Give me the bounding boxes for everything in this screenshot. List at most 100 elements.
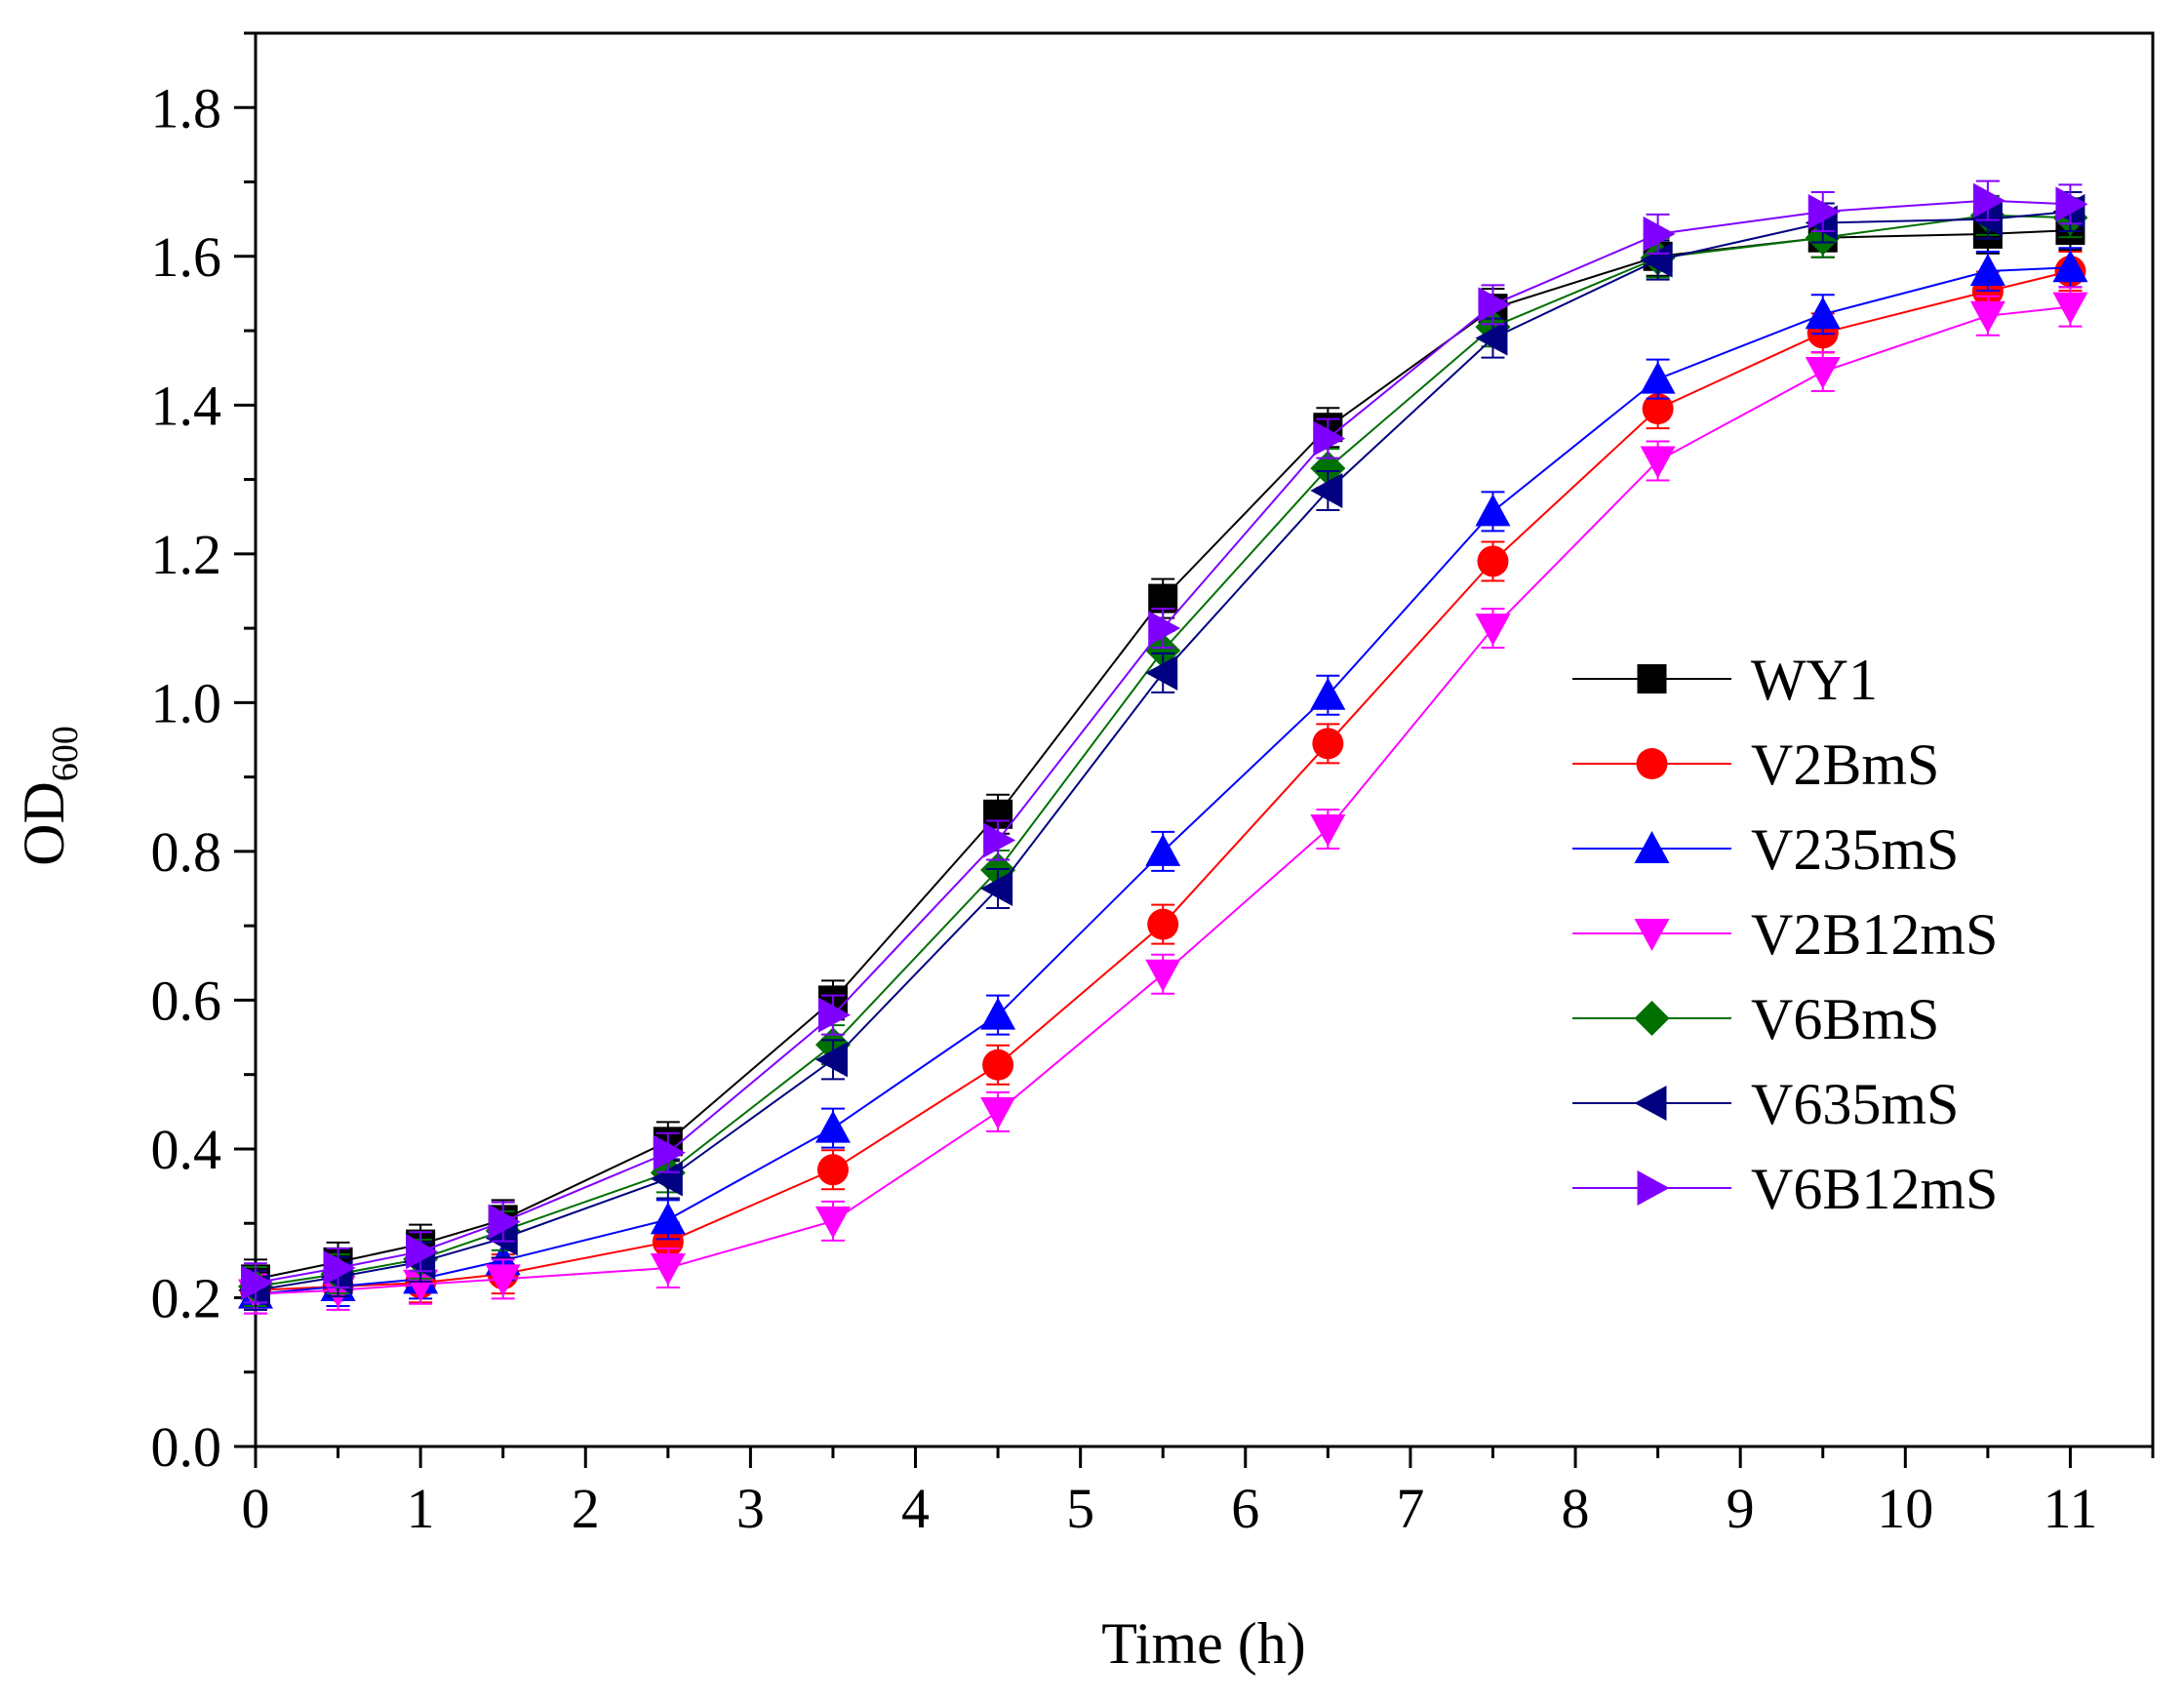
point-v2bms-9: [1477, 545, 1509, 577]
point-v635ms-9: [1475, 320, 1508, 356]
point-v235ms-9: [1475, 494, 1511, 527]
point-v235ms-7: [1145, 833, 1181, 866]
point-v2b12ms-12: [1969, 300, 2005, 334]
legend-marker-v2b12ms: [1634, 919, 1670, 951]
legend-marker-v6b12ms: [1637, 1170, 1670, 1206]
legend: WY1 V2BmS V235mS V2B12mS V6BmS V635mS V6B12mS: [1572, 648, 1998, 1221]
point-v6b12ms-5: [817, 997, 851, 1033]
x-tick-label-6: 6: [1231, 1477, 1259, 1540]
x-tick-label-10: 10: [1877, 1477, 1933, 1540]
y-tick-label-2: 0.4: [151, 1118, 222, 1181]
y-tick-label-7: 1.4: [151, 374, 222, 437]
legend-label-wy1: WY1: [1751, 648, 1878, 712]
point-v2b12ms-11: [1805, 356, 1841, 389]
x-axis-ticks: [254, 1446, 2155, 1468]
x-tick-label-1: 1: [407, 1477, 435, 1540]
point-v6b12ms-11: [1807, 194, 1841, 230]
series-layer: [238, 179, 2088, 1315]
point-v635ms-6: [980, 871, 1013, 907]
point-v2bms-7: [1147, 908, 1179, 940]
legend-marker-v6bms: [1634, 1001, 1670, 1036]
point-v2b12ms-5: [814, 1206, 851, 1239]
x-tick-label-4: 4: [901, 1477, 930, 1540]
x-tick-label-5: 5: [1066, 1477, 1094, 1540]
y-axis-tick-labels: 0.0 0.2 0.4 0.6 0.8 1.0 1.2 1.4 1.6 1.8: [151, 76, 222, 1479]
series-v6b12ms: [241, 179, 2088, 1304]
point-v6b12ms-9: [1478, 287, 1511, 323]
plot-frame: [254, 31, 2155, 1448]
point-v6b12ms-6: [983, 822, 1016, 858]
point-v6b12ms-10: [1643, 216, 1676, 252]
point-v635ms-4: [650, 1161, 683, 1197]
point-v635ms-8: [1310, 473, 1343, 509]
y-tick-label-8: 1.6: [151, 225, 222, 289]
legend-entry-wy1: WY1: [1572, 648, 1878, 712]
legend-entry-v635ms: V635mS: [1572, 1072, 1959, 1136]
point-v2bms-5: [816, 1154, 849, 1186]
y-tick-label-3: 0.6: [151, 969, 222, 1032]
point-v2b12ms-7: [1145, 959, 1181, 992]
point-v2b12ms-10: [1640, 446, 1676, 479]
legend-marker-v635ms: [1634, 1086, 1667, 1121]
legend-entry-v6bms: V6BmS: [1572, 987, 1939, 1051]
point-v235ms-8: [1310, 677, 1346, 710]
y-tick-label-6: 1.2: [151, 523, 222, 586]
legend-label-v2b12ms: V2B12mS: [1751, 902, 1998, 967]
point-v6b12ms-4: [653, 1134, 686, 1170]
point-v635ms-5: [814, 1042, 848, 1078]
y-axis-label: OD600: [12, 726, 86, 866]
x-tick-label-3: 3: [736, 1477, 765, 1540]
legend-marker-v2bms: [1636, 748, 1668, 779]
point-v2b12ms-9: [1475, 614, 1511, 647]
point-v2b12ms-4: [650, 1252, 686, 1286]
point-v6b12ms-2: [406, 1234, 439, 1270]
y-axis-label-main: OD: [12, 781, 76, 866]
x-tick-label-7: 7: [1396, 1477, 1424, 1540]
legend-label-v2bms: V2BmS: [1751, 733, 1939, 797]
y-tick-label-1: 0.2: [151, 1266, 222, 1329]
point-v235ms-12: [1969, 254, 2005, 287]
point-v235ms-13: [2052, 250, 2088, 283]
svg-text:OD600: OD600: [12, 726, 86, 866]
point-v6b12ms-7: [1148, 611, 1181, 647]
x-tick-label-0: 0: [242, 1477, 270, 1540]
x-tick-label-8: 8: [1562, 1477, 1590, 1540]
x-axis-label: Time (h): [1101, 1611, 1305, 1676]
point-v6b12ms-12: [1972, 182, 2005, 218]
x-tick-label-2: 2: [572, 1477, 600, 1540]
legend-entry-v2bms: V2BmS: [1572, 733, 1939, 797]
point-v235ms-10: [1640, 361, 1676, 394]
point-v6b12ms-1: [323, 1249, 356, 1286]
point-v2b12ms-8: [1310, 814, 1346, 848]
point-v6b12ms-13: [2055, 186, 2088, 222]
x-axis-tick-labels: 0 1 2 3 4 5 6 7 8 9 10 11: [242, 1477, 2098, 1540]
point-v2b12ms-3: [485, 1264, 521, 1297]
point-v635ms-7: [1145, 654, 1178, 691]
x-tick-label-11: 11: [2044, 1477, 2098, 1540]
point-v6b12ms-8: [1313, 420, 1346, 456]
y-axis-label-subscript: 600: [45, 726, 86, 781]
legend-label-v635ms: V635mS: [1751, 1072, 1959, 1136]
point-v635ms-3: [485, 1220, 518, 1256]
point-v235ms-11: [1805, 297, 1841, 330]
x-tick-label-9: 9: [1727, 1477, 1755, 1540]
point-v2bms-6: [982, 1049, 1014, 1081]
legend-label-v6b12ms: V6B12mS: [1751, 1157, 1998, 1221]
legend-label-v235ms: V235mS: [1751, 817, 1959, 882]
series-line-v6b12ms: [255, 199, 2071, 1285]
point-v6b12ms-0: [241, 1265, 273, 1301]
point-v2bms-8: [1312, 728, 1344, 760]
y-tick-label-0: 0.0: [151, 1415, 222, 1479]
legend-marker-wy1: [1637, 664, 1667, 693]
legend-label-v6bms: V6BmS: [1751, 987, 1939, 1051]
y-tick-label-5: 1.0: [151, 671, 222, 734]
legend-entry-v6b12ms: V6B12mS: [1572, 1157, 1998, 1221]
point-v635ms-10: [1640, 242, 1673, 278]
legend-marker-v235ms: [1634, 831, 1670, 863]
point-v6b12ms-3: [488, 1204, 521, 1240]
y-tick-label-4: 0.8: [151, 820, 222, 884]
point-v2b12ms-6: [980, 1096, 1016, 1129]
point-v235ms-4: [650, 1202, 686, 1235]
